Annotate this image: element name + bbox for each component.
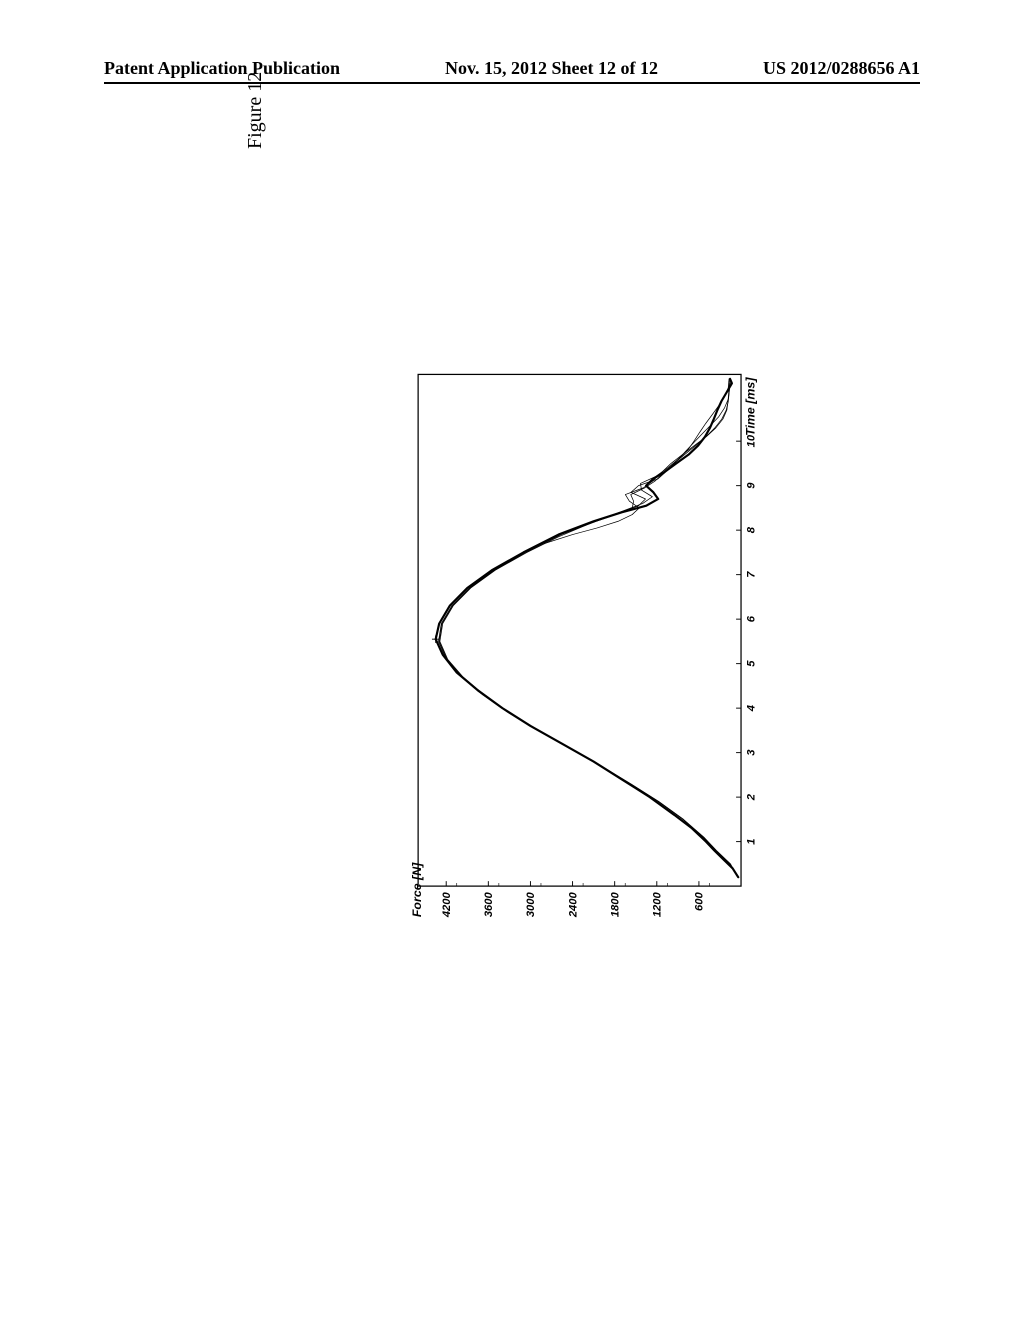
page-header: Patent Application Publication Nov. 15, … — [0, 58, 1024, 79]
svg-text:6: 6 — [746, 615, 758, 622]
svg-text:5: 5 — [746, 660, 758, 667]
svg-text:2400: 2400 — [567, 892, 579, 919]
svg-text:1: 1 — [746, 839, 758, 845]
svg-text:1800: 1800 — [609, 892, 621, 918]
svg-text:Force [N]: Force [N] — [410, 862, 424, 917]
header-right: US 2012/0288656 A1 — [763, 58, 920, 79]
svg-text:3000: 3000 — [525, 892, 537, 918]
svg-text:4: 4 — [746, 704, 758, 712]
force-time-chart: 600 1200 1800 2400 3000 3600 4200 Force [N] 1 2 3 4… — [125, 362, 1024, 942]
header-center: Nov. 15, 2012 Sheet 12 of 12 — [445, 58, 658, 79]
svg-text:1200: 1200 — [652, 892, 664, 918]
svg-text:4200: 4200 — [441, 892, 453, 919]
chart-svg: 600 1200 1800 2400 3000 3600 4200 Force [N] 1 2 3 4… — [125, 362, 1024, 942]
svg-text:2: 2 — [746, 793, 758, 801]
svg-text:600: 600 — [694, 892, 706, 911]
header-rule — [104, 82, 920, 84]
figure-label: Figure 12 — [244, 72, 267, 149]
svg-text:7: 7 — [746, 571, 758, 578]
header-left: Patent Application Publication — [104, 58, 340, 79]
svg-text:Time [ms]: Time [ms] — [744, 377, 758, 436]
svg-text:3: 3 — [746, 749, 758, 756]
svg-text:8: 8 — [746, 526, 758, 533]
svg-text:3600: 3600 — [483, 892, 495, 918]
svg-text:9: 9 — [746, 482, 758, 489]
